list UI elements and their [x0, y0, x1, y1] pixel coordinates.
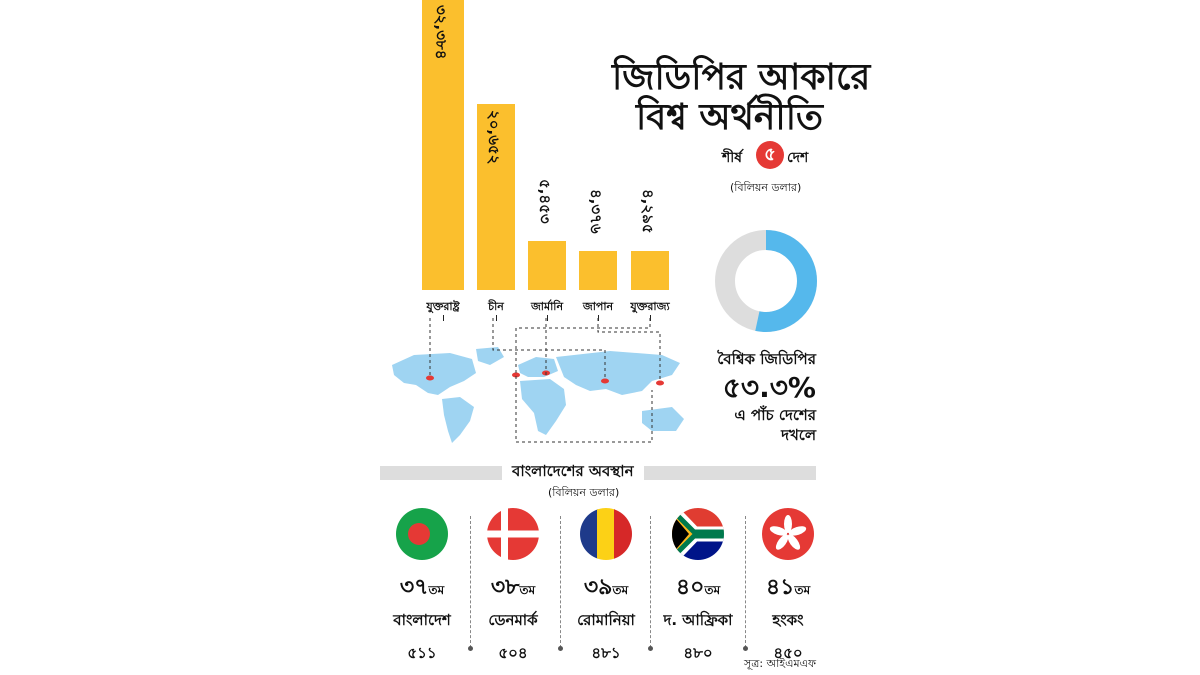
asia-shape	[556, 351, 680, 395]
bangladesh-unit: (বিলিয়ন ডলার)	[548, 486, 620, 499]
bar-1	[477, 104, 515, 290]
country-panel: ৪১তম হংকং ৪৫০	[745, 508, 831, 667]
country-panel: ৩৮তম ডেনমার্ক ৫০৪	[470, 508, 556, 667]
divider-dot-4	[743, 646, 748, 651]
share-value: ৫৩.৩%	[722, 371, 816, 404]
bangladesh-heading: বাংলাদেশের অবস্থান	[502, 460, 644, 485]
world-map	[392, 347, 684, 443]
share-donut	[715, 230, 817, 332]
infographic: জিডিপির আকারে বিশ্ব অর্থনীতি শীর্ষ ৫ দেশ…	[379, 0, 870, 675]
north-america-shape	[392, 353, 476, 395]
bar-4	[631, 251, 669, 290]
divider-4	[745, 516, 746, 648]
title-line-2: বিশ্ব অর্থনীতি	[636, 97, 824, 138]
country-panel: ৩৭তম বাংলাদেশ ৫১১	[379, 508, 465, 667]
map-marker-china	[601, 378, 609, 384]
share-label-top: বৈশ্বিক জিডিপির	[717, 350, 816, 368]
country-rank-number: ৩৯	[583, 575, 613, 600]
map-marker-japan	[656, 380, 664, 386]
south-america-shape	[442, 397, 474, 443]
leader-uk	[515, 318, 653, 443]
top-number-badge: ৫	[756, 141, 784, 169]
leader-lines	[429, 318, 661, 443]
country-rank-suffix: তম	[428, 583, 445, 597]
country-gdp-value: ৪৫০	[773, 644, 803, 662]
map-marker-uk	[512, 372, 520, 378]
divider-3	[650, 516, 651, 648]
bar-0	[422, 0, 464, 290]
country-name: হংকং	[772, 611, 804, 629]
denmark-flag-icon	[487, 508, 539, 560]
greenland-shape	[476, 347, 504, 365]
bangladesh-flag-icon	[396, 508, 448, 560]
donut-share-arc	[715, 230, 817, 332]
country-rank: ৩৯তম	[563, 570, 649, 607]
country-rank-number: ৩৭	[399, 575, 429, 600]
country-gdp-value: ৪৮১	[591, 644, 621, 662]
hong-kong-flag-icon	[762, 508, 814, 560]
divider-dot-1	[468, 646, 473, 651]
bar-value-label-3: ৪,৩৭৬	[587, 188, 605, 234]
country-gdp-value: ৫১১	[407, 644, 437, 662]
country-rank: ৩৮তম	[470, 570, 556, 607]
bar-value-label-2: ৫,৪৫৩	[536, 178, 554, 224]
leader-china	[492, 318, 606, 380]
bar-value-label-0: ৩২,৩৮৪	[432, 4, 450, 59]
category-tick-0	[443, 315, 444, 321]
category-label-0: যুক্তরাষ্ট্র	[426, 300, 460, 313]
country-name: ডেনমার্ক	[488, 611, 538, 629]
bar-3	[579, 250, 617, 290]
country-gdp-value: ৫০৪	[498, 644, 528, 662]
divider-dot-3	[648, 646, 653, 651]
country-rank-number: ৩৮	[490, 575, 520, 600]
map-marker-usa	[426, 375, 434, 381]
country-rank-suffix: তম	[794, 583, 811, 597]
share-label-bottom-2: দখলে	[781, 426, 816, 444]
divider-2	[560, 516, 561, 648]
source-note: সূত্র: আইএমএফ	[744, 657, 816, 670]
bar-value-label-1: ২০,৬৫২	[485, 110, 503, 165]
country-rank: ৪০তম	[655, 570, 741, 607]
category-label-3: জাপান	[582, 300, 614, 313]
category-tick-2	[547, 315, 548, 321]
country-rank: ৪১তম	[745, 570, 831, 607]
country-rank-number: ৪১	[765, 575, 795, 600]
country-rank-suffix: তম	[704, 583, 721, 597]
category-label-2: জার্মানি	[530, 300, 564, 313]
country-rank: ৩৭তম	[379, 570, 465, 607]
category-label-1: চীন	[488, 300, 504, 313]
divider-dot-2	[558, 646, 563, 651]
country-rank-suffix: তম	[519, 583, 536, 597]
category-label-4: যুক্তরাজ্য	[630, 300, 670, 313]
leader-japan	[597, 318, 661, 380]
country-panel: ৩৯তম রোমানিয়া ৪৮১	[563, 508, 649, 667]
country-name: রোমানিয়া	[577, 611, 635, 629]
top-prefix: শীর্ষ	[722, 150, 743, 166]
share-label-bottom-1: এ পাঁচ দেশের	[734, 406, 816, 424]
country-name: বাংলাদেশ	[393, 611, 451, 629]
south-africa-flag-icon	[672, 508, 724, 560]
country-panel: ৪০তম দ. আফ্রিকা ৪৮০	[655, 508, 741, 667]
bar-value-label-4: ৪,২৯৫	[639, 189, 657, 234]
chart-unit: (বিলিয়ন ডলার)	[730, 181, 802, 194]
country-rank-number: ৪০	[675, 575, 705, 600]
bar-2	[528, 240, 566, 290]
title-line-1: জিডিপির আকারে	[612, 57, 871, 98]
country-gdp-value: ৪৮০	[683, 644, 713, 662]
country-name: দ. আফ্রিকা	[663, 611, 733, 629]
top-suffix: দেশ	[787, 150, 809, 166]
country-rank-suffix: তম	[612, 583, 629, 597]
divider-1	[470, 516, 471, 648]
romania-flag-icon	[580, 508, 632, 560]
category-tick-1	[496, 315, 497, 321]
africa-shape	[520, 379, 566, 435]
